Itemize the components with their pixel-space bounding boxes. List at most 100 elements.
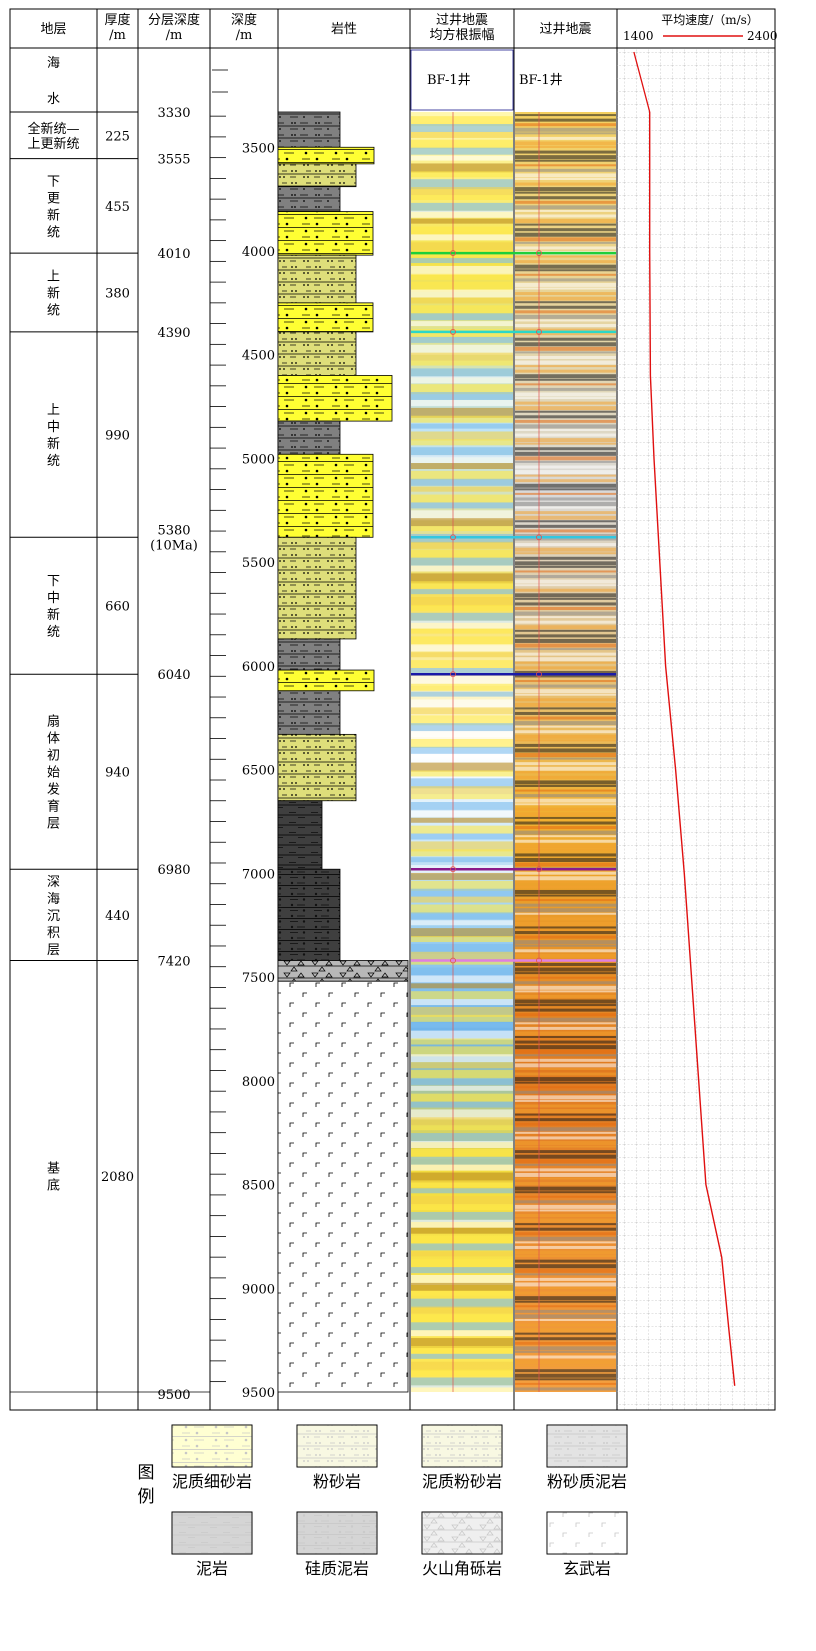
well-tie-marker xyxy=(450,250,456,256)
rms-amplitude-band xyxy=(411,431,513,441)
rms-amplitude-band xyxy=(411,936,513,943)
strata-name: 底 xyxy=(47,1178,60,1194)
strata-name: 海 xyxy=(47,56,60,71)
rms-amplitude-band xyxy=(411,872,513,880)
rms-amplitude-band xyxy=(411,731,513,738)
velocity-curve-top xyxy=(633,51,651,113)
rms-amplitude-band xyxy=(411,1369,513,1376)
seismic-reflector xyxy=(515,1040,616,1044)
legend-label: 玄武岩 xyxy=(563,1559,611,1578)
well-tie-marker xyxy=(536,671,542,678)
seismic-reflector xyxy=(515,146,616,149)
seismic-reflector xyxy=(515,460,616,463)
seismic-reflector xyxy=(515,136,616,140)
seismic-reflector xyxy=(515,693,616,696)
seismic-reflector xyxy=(515,1182,616,1186)
seismic-reflector xyxy=(515,342,616,347)
legend-title: 图 xyxy=(138,1463,155,1483)
seismic-reflector xyxy=(515,410,616,413)
rms-amplitude-band xyxy=(411,951,513,960)
seismic-reflector xyxy=(515,333,616,336)
rms-amplitude-band xyxy=(411,809,513,817)
strata-name: 始 xyxy=(47,766,60,781)
lithology-bed xyxy=(277,331,357,376)
seismic-reflector xyxy=(515,237,616,242)
depth-tick-label: 5500 xyxy=(242,556,275,571)
depth-tick-label: 9500 xyxy=(242,1386,275,1401)
seismic-reflector xyxy=(515,419,616,423)
seismic-reflector xyxy=(515,205,616,210)
seismic-reflector xyxy=(515,702,616,707)
seismic-reflector xyxy=(515,721,616,726)
rms-amplitude-band xyxy=(411,920,513,926)
rms-amplitude-band xyxy=(411,1282,513,1291)
seismic-reflector xyxy=(515,324,616,328)
seismic-reflector xyxy=(515,848,616,851)
strata-name: 下 xyxy=(47,574,60,589)
rms-amplitude-band xyxy=(411,1290,513,1296)
seismic-reflector xyxy=(515,191,616,194)
legend-swatch-border xyxy=(421,1511,503,1555)
seismic-reflector xyxy=(515,269,616,272)
seismic-reflector xyxy=(515,826,616,830)
seismic-reflector xyxy=(515,1282,616,1287)
seismic-reflector xyxy=(515,538,616,541)
rms-amplitude-band xyxy=(411,470,513,480)
seismic-reflector xyxy=(515,1168,616,1172)
seismic-reflector xyxy=(515,839,616,843)
seismic-reflector xyxy=(515,223,616,226)
seismic-reflector xyxy=(515,666,616,670)
rms-amplitude-band xyxy=(411,1038,513,1045)
rms-amplitude-band xyxy=(411,494,513,503)
strata-name: 统 xyxy=(47,625,60,640)
seismic-reflector xyxy=(515,1318,616,1321)
seismic-reflector xyxy=(515,1227,616,1231)
seismic-reflector xyxy=(515,807,616,811)
rms-amplitude-band xyxy=(411,1117,513,1126)
seismic-reflector xyxy=(515,159,616,162)
header-strata: 地层 xyxy=(40,22,66,37)
seismic-reflector xyxy=(515,830,616,835)
rms-amplitude-band xyxy=(411,297,513,304)
seismic-reflector xyxy=(515,177,616,180)
seismic-reflector xyxy=(515,447,616,451)
lithology-bed xyxy=(277,211,374,256)
lithology-bed xyxy=(277,690,341,735)
seismic-reflector xyxy=(515,428,616,431)
rms-amplitude-band xyxy=(411,699,513,709)
seismic-reflector xyxy=(515,1268,616,1273)
rms-amplitude-band xyxy=(411,644,513,652)
rms-amplitude-band xyxy=(411,628,513,634)
rms-amplitude-band xyxy=(411,384,513,395)
seismic-reflector xyxy=(515,127,616,132)
rms-amplitude-band xyxy=(411,983,513,989)
rms-amplitude-band xyxy=(411,147,513,155)
seismic-reflector xyxy=(515,753,616,758)
seismic-reflector xyxy=(515,734,616,739)
seismic-reflector xyxy=(515,301,616,304)
rms-amplitude-band xyxy=(411,344,513,355)
well-label: BF-1井 xyxy=(427,73,471,88)
seismic-reflector xyxy=(515,383,616,386)
seismic-reflector xyxy=(515,241,616,244)
seismic-reflector xyxy=(515,1049,616,1054)
seismic-reflector xyxy=(515,1031,616,1036)
rms-amplitude-band xyxy=(411,321,513,327)
rms-amplitude-band xyxy=(411,975,513,983)
seismic-panel: BF-1井 xyxy=(411,73,616,1392)
seismic-reflector xyxy=(515,296,616,301)
rms-amplitude-band xyxy=(411,463,513,470)
seismic-reflector xyxy=(515,1346,616,1351)
seismic-reflector xyxy=(515,1067,616,1070)
strata-name: 育 xyxy=(47,799,60,815)
seismic-reflector xyxy=(515,1140,616,1145)
seismic-reflector xyxy=(515,168,616,172)
seismic-reflector xyxy=(515,1259,616,1263)
seismic-reflector xyxy=(515,1186,616,1191)
rms-amplitude-band xyxy=(411,1243,513,1251)
rms-amplitude-band xyxy=(411,210,513,218)
seismic-reflector xyxy=(515,944,616,947)
velocity-axis-min: 1400 xyxy=(623,29,654,43)
seismic-reflector xyxy=(515,1369,616,1373)
depth-tick-label: 7000 xyxy=(242,867,275,882)
